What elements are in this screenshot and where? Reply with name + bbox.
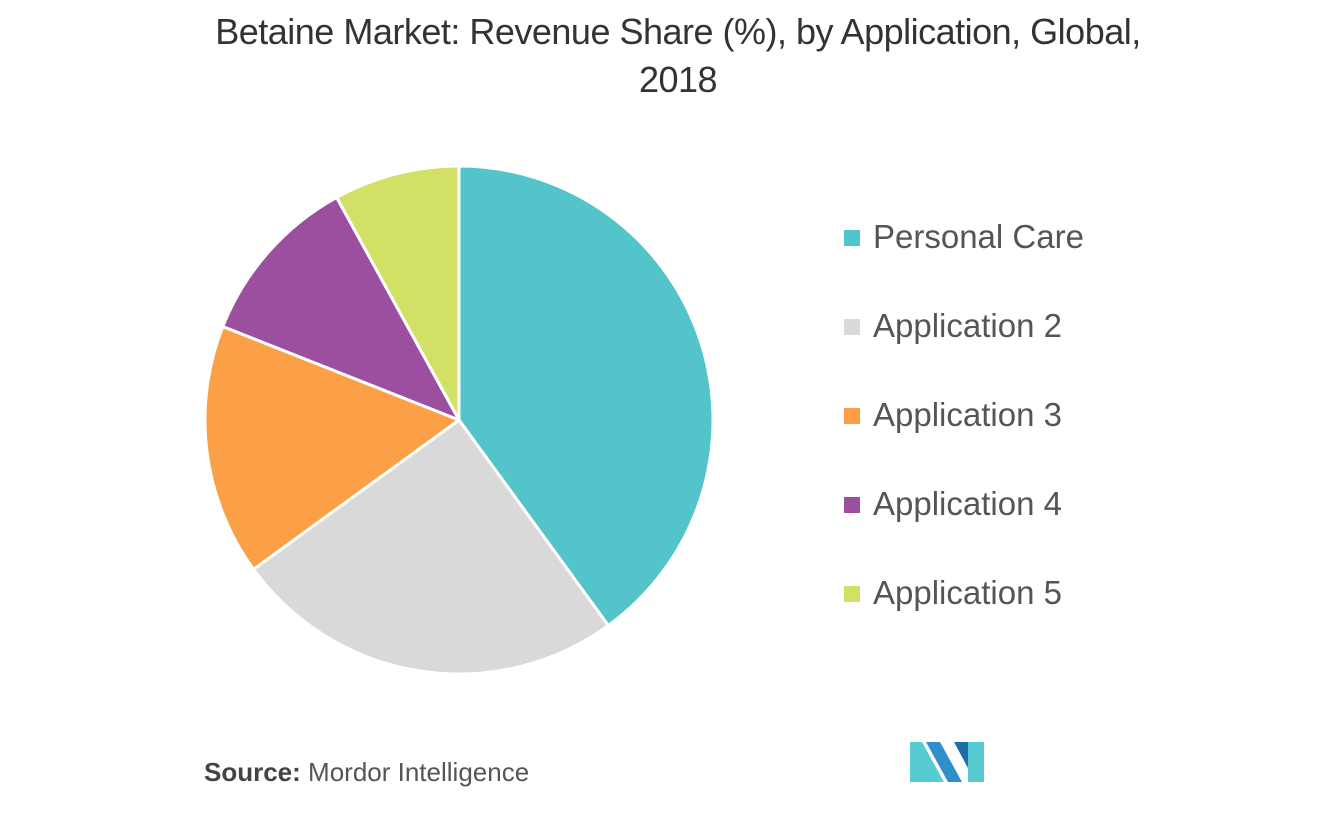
chart-title-line-1: Betaine Market: Revenue Share (%), by Ap… <box>215 11 1141 52</box>
pie-slice-application-3 <box>203 324 461 571</box>
legend-swatch <box>844 230 860 246</box>
legend-label: Application 3 <box>873 396 1062 433</box>
chart-title: Betaine Market: Revenue Share (%), by Ap… <box>0 8 1322 104</box>
legend-swatch <box>844 319 860 335</box>
legend-label: Application 5 <box>873 574 1062 611</box>
legend-swatch <box>844 497 860 513</box>
legend-label: Personal Care <box>873 218 1084 255</box>
legend-label: Application 2 <box>873 307 1062 344</box>
chart-title-line-2: 2018 <box>638 59 718 100</box>
source-label: Source: <box>204 757 301 787</box>
legend-swatch <box>844 408 860 424</box>
pie-slice-application-5 <box>335 164 461 422</box>
source-value: Mordor Intelligence <box>308 757 530 787</box>
legend-swatch <box>844 586 860 602</box>
source-note: Source: Mordor Intelligence <box>204 754 529 790</box>
mordor-intelligence-logo-icon <box>910 742 984 782</box>
pie-slice-application-4 <box>221 195 461 422</box>
legend-label: Application 4 <box>873 485 1062 522</box>
pie-slice-personal-care <box>457 164 715 627</box>
pie-slice-application-2 <box>252 418 610 676</box>
